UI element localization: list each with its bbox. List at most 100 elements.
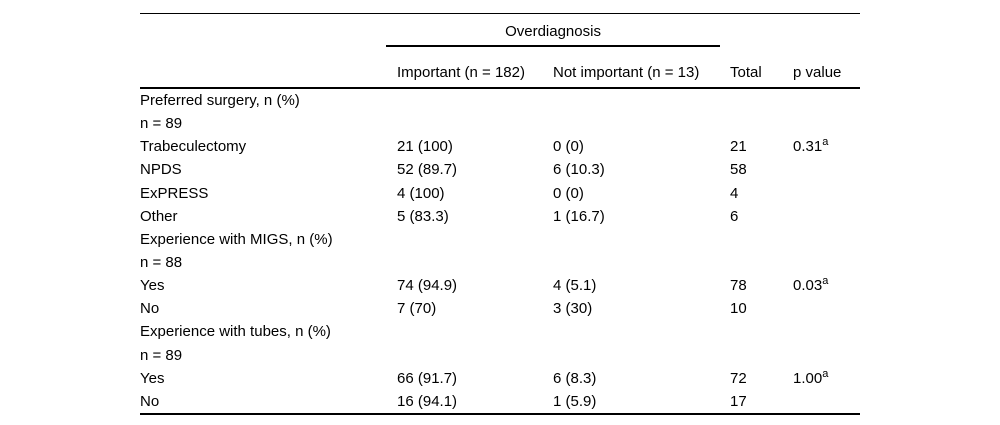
cell-not-important: 1 (5.9) [553,392,597,410]
table-row-section: n = 89 [140,344,860,367]
row-label: n = 88 [140,254,183,272]
cell-not-important [553,251,730,274]
cell-important: 52 (89.7) [397,161,458,179]
cell-not-important [553,344,730,367]
column-header-not-important: Not important (n = 13) [553,47,731,89]
cell-p-value [793,205,860,228]
table-row: Yes 74 (94.9) 4 (5.1) 78 0.03a [140,274,860,297]
table-row: ExPRESS 4 (100) 0 (0) 4 [140,182,860,205]
cell-total: 4 [730,184,739,202]
cell-total: 10 [730,300,747,318]
overdiagnosis-results-table: Overdiagnosis Important (n = 182) Not im… [140,13,861,415]
cell-p-value [793,251,860,274]
cell-total: 72 [730,369,747,387]
cell-important: 4 (100) [397,184,445,202]
table-row: NPDS 52 (89.7) 6 (10.3) 58 [140,158,860,181]
cell-p-value [793,158,860,181]
cell-important: 21 (100) [397,138,453,156]
cell-p-value [793,182,860,205]
row-label: Preferred surgery, n (%) [140,92,300,110]
cell-not-important [553,228,730,251]
table-row-section: n = 89 [140,112,860,135]
spanner-header-row: Overdiagnosis [140,14,860,48]
column-header-row: Important (n = 182) Not important (n = 1… [140,47,861,89]
cell-total [730,320,793,343]
row-label: ExPRESS [140,184,209,202]
overdiagnosis-spanner-cell: Overdiagnosis [386,14,730,47]
row-label: Other [140,207,178,225]
cell-important: 74 (94.9) [397,277,458,295]
empty-header-cell [793,14,860,48]
cell-p-value [793,344,860,367]
row-label: n = 89 [140,346,183,364]
row-label: Experience with MIGS, n (%) [140,230,333,248]
empty-header-cell [140,14,397,48]
cell-total [730,251,793,274]
cell-not-important: 4 (5.1) [553,277,597,295]
table-row: No 7 (70) 3 (30) 10 [140,297,860,320]
cell-not-important: 6 (8.3) [553,369,597,387]
footnote-marker: a [822,367,829,380]
cell-important: 16 (94.1) [397,392,458,410]
table-row-section: Preferred surgery, n (%) [140,88,860,112]
cell-important [397,344,553,367]
row-label: Trabeculectomy [140,138,247,156]
p-value-text: 0.03 [793,277,823,295]
cell-important [397,320,553,343]
cell-total [730,112,793,135]
cell-total: 58 [730,161,747,179]
footnote-marker: a [822,136,829,149]
table-row-section: n = 88 [140,251,860,274]
cell-important: 66 (91.7) [397,369,458,387]
cell-p-value: 0.31a [793,135,860,158]
row-label: Yes [140,369,165,387]
cell-p-value [793,112,860,135]
cell-not-important [553,112,730,135]
table-row: Trabeculectomy 21 (100) 0 (0) 21 0.31a [140,135,860,158]
cell-not-important: 0 (0) [553,184,584,202]
column-header-important: Important (n = 182) [397,47,553,89]
column-header-total: Total [730,47,794,89]
cell-not-important: 1 (16.7) [553,207,605,225]
cell-important: 7 (70) [397,300,437,318]
cell-not-important: 3 (30) [553,300,593,318]
empty-header-cell [730,14,793,48]
cell-total [730,228,793,251]
row-label: No [140,300,160,318]
cell-important [397,251,553,274]
overdiagnosis-spanner-label: Overdiagnosis [386,23,721,47]
cell-p-value [793,320,860,343]
row-label: NPDS [140,161,182,179]
cell-p-value [793,228,860,251]
cell-not-important [553,88,730,112]
cell-important: 5 (83.3) [397,207,449,225]
cell-p-value: 1.00a [793,367,860,390]
cell-p-value [793,88,860,112]
p-value-text: 0.31 [793,138,823,156]
cell-total: 6 [730,207,739,225]
cell-total: 21 [730,138,747,156]
cell-total: 17 [730,392,747,410]
row-label: n = 89 [140,115,183,133]
row-label: Experience with tubes, n (%) [140,323,331,341]
table-row-section: Experience with MIGS, n (%) [140,228,860,251]
row-label: Yes [140,277,165,295]
cell-total [730,88,793,112]
table-row-section: Experience with tubes, n (%) [140,320,860,343]
p-value-text: 1.00 [793,369,823,387]
empty-header-cell [140,47,397,89]
cell-p-value: 0.03a [793,274,860,297]
cell-p-value [793,390,860,414]
column-header-p-value: p value [793,47,861,89]
table-row: Other 5 (83.3) 1 (16.7) 6 [140,205,860,228]
cell-not-important: 6 (10.3) [553,161,605,179]
cell-total: 78 [730,277,747,295]
cell-total [730,344,793,367]
table-row: No 16 (94.1) 1 (5.9) 17 [140,390,860,414]
cell-p-value [793,297,860,320]
cell-not-important: 0 (0) [553,138,584,156]
cell-important [397,88,553,112]
cell-important [397,112,553,135]
cell-not-important [553,320,730,343]
